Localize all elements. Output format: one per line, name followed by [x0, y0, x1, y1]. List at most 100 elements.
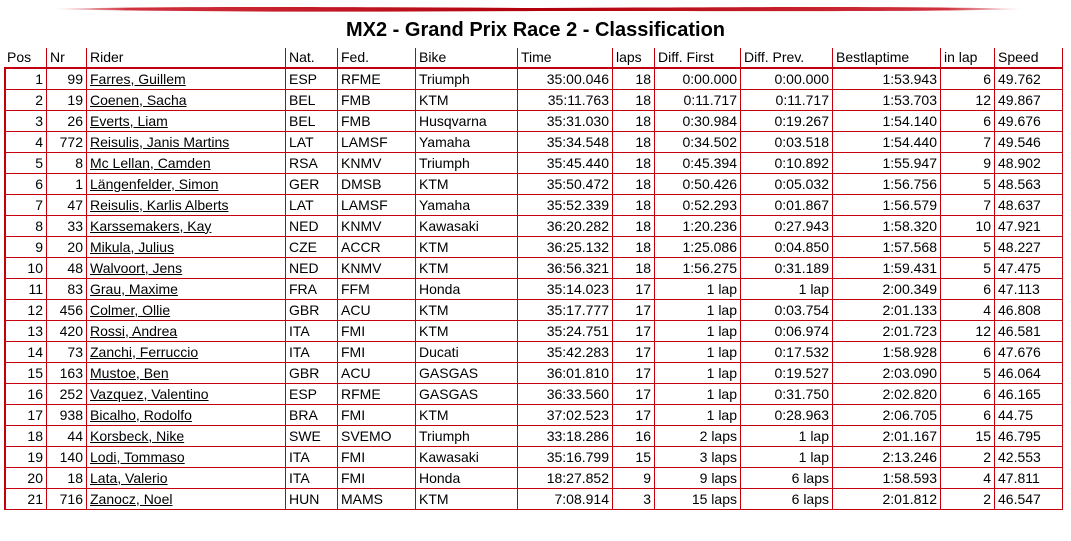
rider-link[interactable]: Walvoort, Jens	[90, 259, 183, 276]
rider-link[interactable]: Vazquez, Valentino	[90, 385, 209, 402]
cell-diff-first: 15 laps	[654, 489, 740, 510]
cell-nat: ESP	[285, 384, 337, 405]
cell-time: 33:18.286	[517, 426, 612, 447]
cell-speed: 49.762	[994, 69, 1063, 90]
cell-speed: 49.867	[994, 90, 1063, 111]
cell-in-lap: 6	[940, 279, 994, 300]
cell-in-lap: 6	[940, 405, 994, 426]
cell-fed: RFME	[337, 69, 415, 90]
table-row: 7 47 Reisulis, Karlis Alberts LAT LAMSF Yamah…	[4, 195, 1063, 216]
cell-speed: 47.475	[994, 258, 1063, 279]
column-header-nr: Nr	[46, 48, 86, 69]
cell-speed: 49.676	[994, 111, 1063, 132]
cell-nr: 8	[46, 153, 86, 174]
cell-bestlaptime: 2:13.246	[832, 447, 940, 468]
cell-laps: 17	[612, 342, 654, 363]
rider-link[interactable]: Farres, Guillem	[90, 70, 186, 87]
cell-diff-first: 1:25.086	[654, 237, 740, 258]
cell-bike: Yamaha	[415, 132, 517, 153]
cell-fed: KNMV	[337, 216, 415, 237]
column-header-speed: Speed	[994, 48, 1063, 69]
column-header-in-lap: in lap	[940, 48, 994, 69]
rider-link[interactable]: Coenen, Sacha	[90, 91, 187, 108]
table-row: 21 716 Zanocz, Noel HUN MAMS KTM 7:08.914 3 15 l…	[4, 489, 1063, 510]
cell-rider: Grau, Maxime	[86, 279, 285, 300]
cell-in-lap: 12	[940, 90, 994, 111]
rider-link[interactable]: Bicalho, Rodolfo	[90, 406, 192, 423]
cell-bestlaptime: 1:54.140	[832, 111, 940, 132]
cell-diff-first: 1 lap	[654, 300, 740, 321]
rider-link[interactable]: Karssemakers, Kay	[90, 217, 212, 234]
cell-pos: 21	[4, 489, 46, 510]
rider-link[interactable]: Lodi, Tommaso	[90, 448, 185, 465]
cell-laps: 18	[612, 195, 654, 216]
rider-link[interactable]: Grau, Maxime	[90, 280, 178, 297]
cell-bestlaptime: 1:58.320	[832, 216, 940, 237]
cell-in-lap: 5	[940, 258, 994, 279]
rider-link[interactable]: Rossi, Andrea	[90, 322, 178, 339]
rider-link[interactable]: Zanchi, Ferruccio	[90, 343, 199, 360]
rider-link[interactable]: Lata, Valerio	[90, 469, 168, 486]
cell-speed: 46.581	[994, 321, 1063, 342]
rider-link[interactable]: Colmer, Ollie	[90, 301, 171, 318]
cell-diff-prev: 0:19.527	[740, 363, 832, 384]
rider-link[interactable]: Mustoe, Ben	[90, 364, 169, 381]
cell-nr: 1	[46, 174, 86, 195]
cell-speed: 49.546	[994, 132, 1063, 153]
cell-nat: BRA	[285, 405, 337, 426]
cell-speed: 48.563	[994, 174, 1063, 195]
cell-diff-first: 1:20.236	[654, 216, 740, 237]
cell-fed: LAMSF	[337, 195, 415, 216]
cell-laps: 15	[612, 447, 654, 468]
cell-pos: 3	[4, 111, 46, 132]
cell-bike: Honda	[415, 279, 517, 300]
cell-time: 37:02.523	[517, 405, 612, 426]
cell-bestlaptime: 1:55.947	[832, 153, 940, 174]
cell-nr: 938	[46, 405, 86, 426]
cell-in-lap: 6	[940, 111, 994, 132]
cell-bestlaptime: 2:03.090	[832, 363, 940, 384]
rider-link[interactable]: Mc Lellan, Camden	[90, 154, 211, 171]
cell-nr: 716	[46, 489, 86, 510]
column-header-nat: Nat.	[285, 48, 337, 69]
rider-link[interactable]: Reisulis, Karlis Alberts	[90, 196, 229, 213]
cell-fed: SVEMO	[337, 426, 415, 447]
cell-time: 35:11.763	[517, 90, 612, 111]
cell-time: 35:50.472	[517, 174, 612, 195]
cell-pos: 9	[4, 237, 46, 258]
rider-link[interactable]: Korsbeck, Nike	[90, 427, 185, 444]
cell-speed: 47.113	[994, 279, 1063, 300]
cell-nr: 26	[46, 111, 86, 132]
cell-pos: 1	[4, 69, 46, 90]
cell-laps: 18	[612, 258, 654, 279]
cell-bike: Kawasaki	[415, 216, 517, 237]
cell-pos: 11	[4, 279, 46, 300]
cell-bike: KTM	[415, 258, 517, 279]
cell-fed: FMB	[337, 90, 415, 111]
cell-rider: Mikula, Julius	[86, 237, 285, 258]
cell-rider: Lata, Valerio	[86, 468, 285, 489]
cell-bestlaptime: 1:58.593	[832, 468, 940, 489]
cell-nat: LAT	[285, 195, 337, 216]
cell-diff-prev: 0:04.850	[740, 237, 832, 258]
cell-in-lap: 7	[940, 195, 994, 216]
cell-nr: 33	[46, 216, 86, 237]
column-header-diff-prev: Diff. Prev.	[740, 48, 832, 69]
cell-nat: NED	[285, 258, 337, 279]
cell-time: 36:33.560	[517, 384, 612, 405]
cell-nr: 420	[46, 321, 86, 342]
cell-pos: 8	[4, 216, 46, 237]
rider-link[interactable]: Reisulis, Janis Martins	[90, 133, 230, 150]
cell-in-lap: 6	[940, 342, 994, 363]
rider-link[interactable]: Zanocz, Noel	[90, 490, 173, 507]
cell-diff-first: 0:52.293	[654, 195, 740, 216]
rider-link[interactable]: Längenfelder, Simon	[90, 175, 219, 192]
rider-link[interactable]: Everts, Liam	[90, 112, 168, 129]
rider-link[interactable]: Mikula, Julius	[90, 238, 175, 255]
cell-bike: Triumph	[415, 69, 517, 90]
cell-time: 35:31.030	[517, 111, 612, 132]
cell-in-lap: 5	[940, 363, 994, 384]
cell-diff-prev: 0:06.974	[740, 321, 832, 342]
cell-diff-prev: 0:27.943	[740, 216, 832, 237]
column-header-diff-first: Diff. First	[654, 48, 740, 69]
